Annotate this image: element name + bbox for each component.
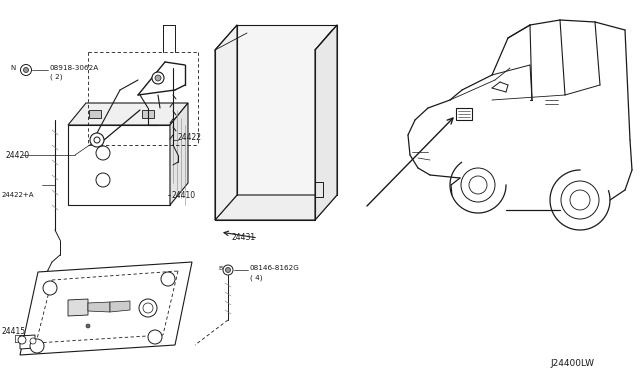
Polygon shape	[68, 299, 88, 316]
Text: J24400LW: J24400LW	[550, 359, 594, 368]
Circle shape	[96, 146, 110, 160]
Text: ( 4): ( 4)	[250, 275, 262, 281]
Circle shape	[152, 72, 164, 84]
Polygon shape	[215, 195, 337, 220]
Text: N: N	[10, 65, 15, 71]
Circle shape	[90, 133, 104, 147]
Circle shape	[30, 338, 36, 344]
Circle shape	[30, 339, 44, 353]
Polygon shape	[110, 301, 130, 312]
Text: 24422: 24422	[178, 134, 202, 142]
Text: 24431: 24431	[232, 234, 256, 243]
Polygon shape	[88, 302, 110, 312]
Circle shape	[24, 67, 29, 73]
Polygon shape	[68, 125, 170, 205]
Polygon shape	[68, 103, 188, 125]
Polygon shape	[237, 25, 337, 195]
Circle shape	[469, 176, 487, 194]
Circle shape	[96, 173, 110, 187]
Text: 24420: 24420	[5, 151, 29, 160]
Circle shape	[139, 299, 157, 317]
Text: 24422+A: 24422+A	[2, 192, 35, 198]
Circle shape	[18, 336, 26, 344]
Text: 08146-8162G: 08146-8162G	[250, 265, 300, 271]
Text: B: B	[218, 266, 222, 272]
Circle shape	[570, 190, 590, 210]
Polygon shape	[20, 335, 35, 349]
Circle shape	[155, 75, 161, 81]
Text: 24410: 24410	[172, 190, 196, 199]
Text: 24415: 24415	[2, 327, 26, 337]
Circle shape	[223, 265, 233, 275]
Circle shape	[148, 330, 162, 344]
Polygon shape	[89, 110, 101, 118]
Circle shape	[143, 303, 153, 313]
Circle shape	[43, 281, 57, 295]
Circle shape	[94, 137, 100, 143]
Circle shape	[86, 324, 90, 328]
Text: 08918-3062A: 08918-3062A	[50, 65, 99, 71]
Polygon shape	[315, 25, 337, 220]
Polygon shape	[215, 25, 237, 220]
Polygon shape	[142, 110, 154, 118]
Text: ( 2): ( 2)	[50, 74, 63, 80]
Circle shape	[225, 267, 230, 273]
Circle shape	[161, 272, 175, 286]
Circle shape	[20, 64, 31, 76]
Polygon shape	[170, 103, 188, 205]
Circle shape	[461, 168, 495, 202]
Polygon shape	[456, 108, 472, 120]
Circle shape	[561, 181, 599, 219]
Polygon shape	[20, 262, 192, 355]
